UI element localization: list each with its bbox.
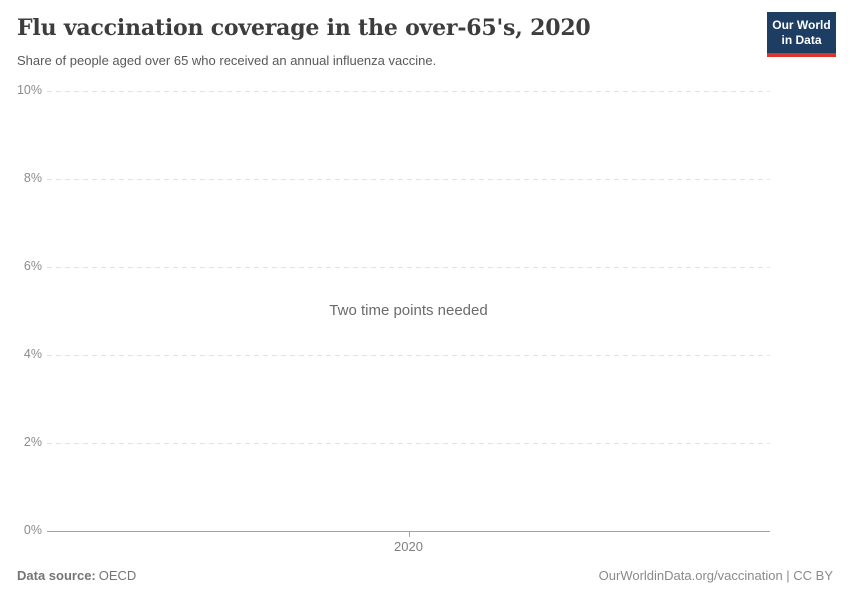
y-tick-label: 10% <box>16 83 42 97</box>
chart-title: Flu vaccination coverage in the over-65'… <box>17 15 591 41</box>
chart-subtitle: Share of people aged over 65 who receive… <box>17 53 437 68</box>
owid-logo-text: Our World in Data <box>767 12 836 53</box>
gridline <box>47 267 770 268</box>
attribution-link[interactable]: OurWorldinData.org/vaccination | CC BY <box>598 568 833 583</box>
data-source-value: OECD <box>98 568 137 583</box>
owid-logo-line2: in Data <box>781 32 822 47</box>
gridline <box>47 443 770 444</box>
gridline <box>47 355 770 356</box>
y-tick-label: 6% <box>23 259 42 273</box>
y-tick-label: 4% <box>23 347 42 361</box>
owid-logo[interactable]: Our World in Data <box>767 12 836 57</box>
gridline <box>47 91 770 92</box>
x-tick-mark <box>408 531 410 537</box>
owid-logo-red-bar <box>767 53 836 57</box>
data-source-label: Data source: <box>17 568 96 583</box>
chart-footer: Data source: OECD OurWorldinData.org/vacc… <box>0 568 850 586</box>
y-tick-label: 0% <box>23 523 42 537</box>
y-tick-label: 2% <box>23 435 42 449</box>
no-data-message: Two time points needed <box>329 302 488 319</box>
gridline <box>47 179 770 180</box>
owid-logo-line1: Our World <box>772 17 831 32</box>
y-tick-label: 8% <box>23 171 42 185</box>
data-source: Data source: OECD <box>17 568 136 583</box>
x-tick-label: 2020 <box>394 539 423 554</box>
